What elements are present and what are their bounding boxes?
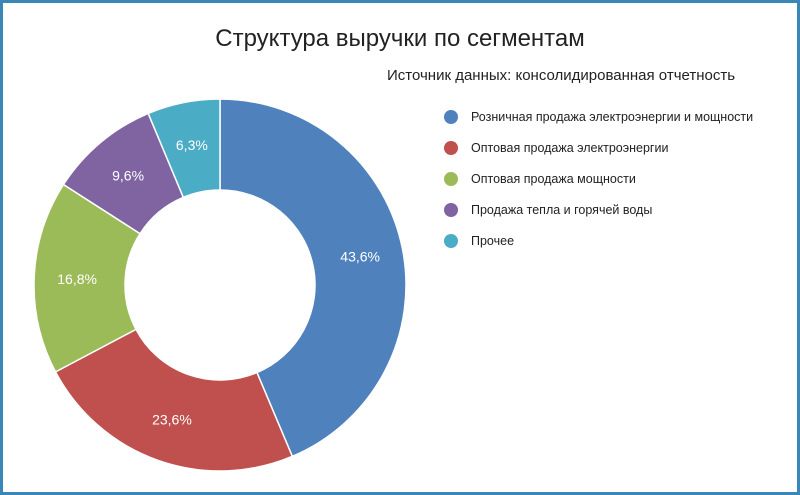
- legend-label: Розничная продажа электроэнергии и мощно…: [471, 109, 754, 124]
- legend-marker-icon: [444, 233, 458, 248]
- slice-data-label: 16,8%: [57, 271, 97, 287]
- legend-item: Розничная продажа электроэнергии и мощно…: [444, 101, 753, 132]
- pie-slice: [147, 98, 221, 199]
- donut-chart: 43,6% 23,6% 16,8% 9,6% 6,3%: [33, 98, 407, 472]
- legend-item: Оптовая продажа мощности: [444, 163, 753, 194]
- chart-subtitle: Источник данных: консолидированная отчет…: [387, 67, 736, 84]
- legend-marker-icon: [444, 109, 458, 124]
- slice-data-label: 6,3%: [176, 137, 208, 153]
- chart-title: Структура выручки по сегментам: [215, 25, 585, 52]
- pie-slice: [54, 328, 294, 472]
- legend-label: Оптовая продажа электроэнергии: [471, 140, 669, 155]
- legend-marker-icon: [444, 171, 458, 186]
- legend-label: Оптовая продажа мощности: [471, 171, 636, 186]
- legend: Розничная продажа электроэнергии и мощно…: [444, 101, 753, 256]
- legend-item: Продажа тепла и горячей воды: [444, 194, 753, 225]
- pie-slice: [33, 183, 142, 373]
- legend-marker-icon: [444, 202, 458, 217]
- slice-data-label: 9,6%: [112, 167, 144, 183]
- legend-label: Продажа тепла и горячей воды: [471, 202, 653, 217]
- slice-data-label: 23,6%: [152, 412, 192, 428]
- pie-slice: [219, 98, 407, 458]
- legend-marker-icon: [444, 140, 458, 155]
- legend-label: Прочее: [471, 233, 515, 248]
- legend-item: Прочее: [444, 225, 753, 256]
- slice-data-label: 43,6%: [340, 249, 380, 265]
- legend-item: Оптовая продажа электроэнергии: [444, 132, 753, 163]
